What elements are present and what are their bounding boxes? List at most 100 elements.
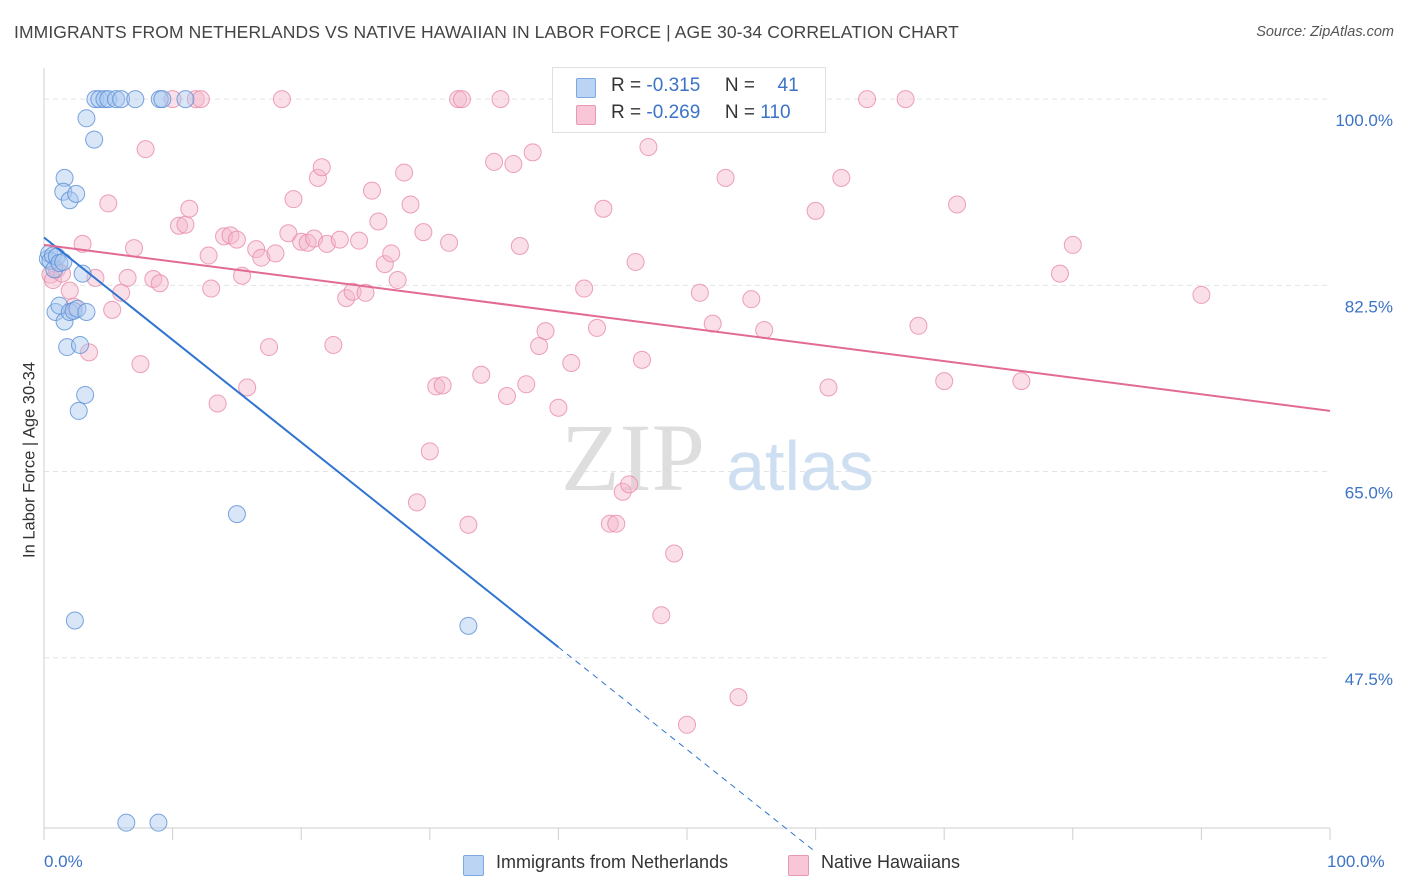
netherlands-point xyxy=(149,813,168,832)
native-hawaiians-point xyxy=(755,321,774,340)
native-hawaiians-point xyxy=(369,212,388,231)
native-hawaiians-point xyxy=(607,514,626,533)
legend-swatch-blue xyxy=(576,78,596,98)
source-label: Source: ZipAtlas.com xyxy=(1256,24,1394,40)
native-hawaiians-point xyxy=(395,163,414,182)
netherlands-point xyxy=(117,813,136,832)
native-hawaiians-point xyxy=(324,335,343,354)
native-hawaiians-point xyxy=(491,90,510,109)
legend-row-hawaiians: R = -0.269 N = 110 xyxy=(553,102,825,126)
native-hawaiians-point xyxy=(337,289,356,308)
netherlands-points xyxy=(38,90,478,832)
native-hawaiians-point xyxy=(350,231,369,250)
native-hawaiians-point xyxy=(858,90,877,109)
netherlands-point xyxy=(227,505,246,524)
native-hawaiians-point xyxy=(427,377,446,396)
r-value: -0.315 xyxy=(646,75,701,96)
native-hawaiians-point xyxy=(523,143,542,162)
watermark-zip: ZIP xyxy=(561,404,705,511)
native-hawaiians-point xyxy=(330,230,349,249)
netherlands-point xyxy=(77,109,96,128)
y-tick-labels: 47.5% 65.0% 82.5% 100.0% xyxy=(1335,111,1393,689)
native-hawaiians-point xyxy=(136,140,155,159)
native-hawaiians-point xyxy=(433,376,452,395)
native-hawaiians-point xyxy=(948,195,967,214)
native-hawaiians-point xyxy=(587,318,606,337)
native-hawaiians-point xyxy=(150,274,169,293)
netherlands-point xyxy=(69,401,88,420)
native-hawaiians-point xyxy=(510,236,529,255)
native-hawaiians-point xyxy=(260,338,279,357)
native-hawaiians-point xyxy=(208,394,227,413)
netherlands-point xyxy=(86,90,105,109)
watermark-atlas: atlas xyxy=(726,427,874,505)
netherlands-point xyxy=(50,296,69,315)
native-hawaiians-point xyxy=(690,283,709,302)
native-hawaiians-point xyxy=(1063,235,1082,254)
netherlands-point xyxy=(55,168,74,187)
native-hawaiians-point xyxy=(401,195,420,214)
native-hawaiians-point xyxy=(284,190,303,209)
native-hawaiians-point xyxy=(504,155,523,174)
netherlands-point xyxy=(67,184,86,203)
native-hawaiians-point xyxy=(227,230,246,249)
native-hawaiians-points xyxy=(41,90,1211,734)
native-hawaiians-point xyxy=(60,281,79,300)
native-hawaiians-point xyxy=(536,322,555,341)
y-axis-label: In Labor Force | Age 30-34 xyxy=(20,362,39,558)
native-hawaiians-point xyxy=(1192,285,1211,304)
native-hawaiians-point xyxy=(312,158,331,177)
native-hawaiians-point xyxy=(472,365,491,384)
native-hawaiians-point xyxy=(819,378,838,397)
native-hawaiians-point xyxy=(272,90,291,109)
watermark: ZIP atlas xyxy=(561,404,874,511)
native-hawaiians-point xyxy=(356,283,375,302)
netherlands-trendline xyxy=(43,236,560,648)
correlation-legend: R = -0.315 N = 41 R = -0.269 N = 110 xyxy=(552,67,826,133)
legend-label-hawaiians: Native Hawaiians xyxy=(821,852,961,872)
n-value: 41 xyxy=(777,75,799,96)
legend-swatch-pink xyxy=(576,105,596,125)
netherlands-point xyxy=(112,90,131,109)
native-hawaiians-point xyxy=(388,271,407,290)
native-hawaiians-point xyxy=(176,215,195,234)
native-hawaiians-point xyxy=(131,355,150,374)
native-hawaiians-point xyxy=(99,194,118,213)
native-hawaiians-point xyxy=(1050,264,1069,283)
native-hawaiians-point xyxy=(626,252,645,271)
native-hawaiians-point xyxy=(163,90,182,109)
native-hawaiians-point xyxy=(375,255,394,274)
netherlands-point xyxy=(71,335,90,354)
native-hawaiians-point xyxy=(562,354,581,373)
native-hawaiians-point xyxy=(729,688,748,707)
legend-swatch-hawaiians xyxy=(788,855,809,876)
native-hawaiians-point xyxy=(594,199,613,218)
native-hawaiians-point xyxy=(343,282,362,301)
axes xyxy=(43,68,1331,840)
native-hawaiians-point xyxy=(806,201,825,220)
native-hawaiians-point xyxy=(832,168,851,187)
netherlands-point xyxy=(99,90,118,109)
netherlands-point xyxy=(459,616,478,635)
native-hawaiians-point xyxy=(80,343,99,362)
native-hawaiians-point xyxy=(420,442,439,461)
x-tick-label-min: 0.0% xyxy=(44,852,83,871)
native-hawaiians-point xyxy=(716,168,735,187)
native-hawaiians-point xyxy=(73,234,92,253)
native-hawaiians-point xyxy=(266,244,285,263)
native-hawaiians-point xyxy=(238,378,257,397)
netherlands-point xyxy=(107,90,126,109)
netherlands-point xyxy=(55,312,74,331)
native-hawaiians-point xyxy=(652,606,671,625)
native-hawaiians-point xyxy=(407,493,426,512)
netherlands-point xyxy=(65,611,84,630)
native-hawaiians-point xyxy=(191,90,210,109)
r-value: -0.269 xyxy=(646,102,701,123)
n-value: 110 xyxy=(760,102,791,123)
native-hawaiians-point xyxy=(199,246,218,265)
native-hawaiians-point xyxy=(180,199,199,218)
native-hawaiians-point xyxy=(279,224,298,243)
native-hawaiians-point xyxy=(170,216,189,235)
netherlands-point xyxy=(85,130,104,149)
native-hawaiians-point xyxy=(308,168,327,187)
